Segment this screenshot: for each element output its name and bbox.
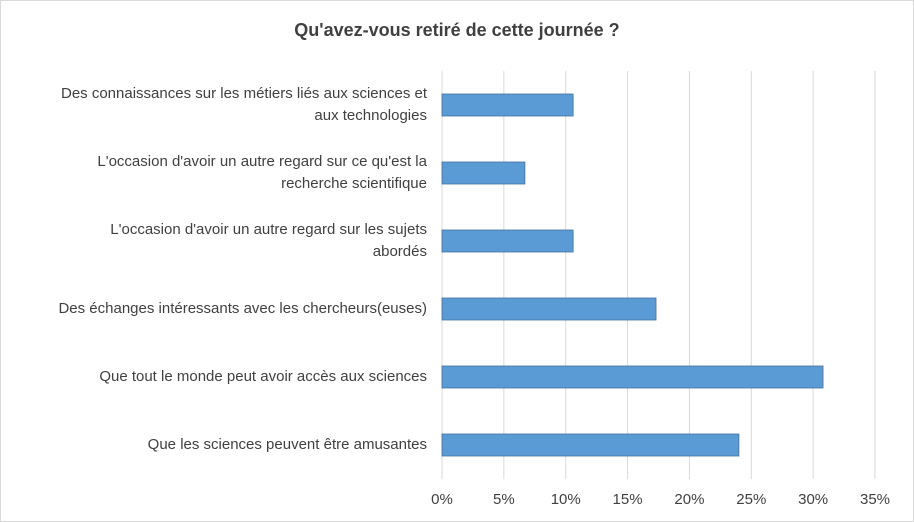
- bar: [441, 365, 824, 389]
- x-tick-label: 35%: [860, 491, 890, 508]
- category-label-line: abordés: [372, 243, 427, 260]
- bar: [441, 229, 574, 253]
- category-label-line: Des connaissances sur les métiers liés a…: [61, 85, 427, 102]
- category-label: L'occasion d'avoir un autre regard sur c…: [7, 151, 427, 195]
- category-labels: Des connaissances sur les métiers liés a…: [1, 1, 427, 521]
- chart-title: Qu'avez-vous retiré de cette journée ?: [294, 20, 620, 40]
- category-label-line: recherche scientifique: [281, 175, 427, 192]
- x-tick-label: 20%: [674, 491, 704, 508]
- category-label: Que tout le monde peut avoir accès aux s…: [7, 366, 427, 388]
- category-label: Des échanges intéressants avec les cherc…: [7, 298, 427, 320]
- bar: [441, 93, 574, 117]
- x-tick-label: 15%: [613, 491, 643, 508]
- category-label-line: L'occasion d'avoir un autre regard sur l…: [110, 221, 427, 238]
- bar: [441, 433, 740, 457]
- bar: [441, 161, 526, 185]
- x-tick-label: 30%: [798, 491, 828, 508]
- category-label-line: Que les sciences peuvent être amusantes: [147, 436, 427, 453]
- x-tick-label: 25%: [736, 491, 766, 508]
- category-label-line: aux technologies: [314, 107, 427, 124]
- category-label-line: Des échanges intéressants avec les cherc…: [58, 300, 427, 317]
- x-tick-label: 5%: [493, 491, 515, 508]
- category-label-line: L'occasion d'avoir un autre regard sur c…: [97, 153, 427, 170]
- category-label: Que les sciences peuvent être amusantes: [7, 434, 427, 456]
- bar: [441, 297, 657, 321]
- category-label-line: Que tout le monde peut avoir accès aux s…: [99, 368, 427, 385]
- category-label: Des connaissances sur les métiers liés a…: [7, 83, 427, 127]
- x-tick-label: 0%: [431, 491, 453, 508]
- category-label: L'occasion d'avoir un autre regard sur l…: [7, 219, 427, 263]
- x-tick-label: 10%: [551, 491, 581, 508]
